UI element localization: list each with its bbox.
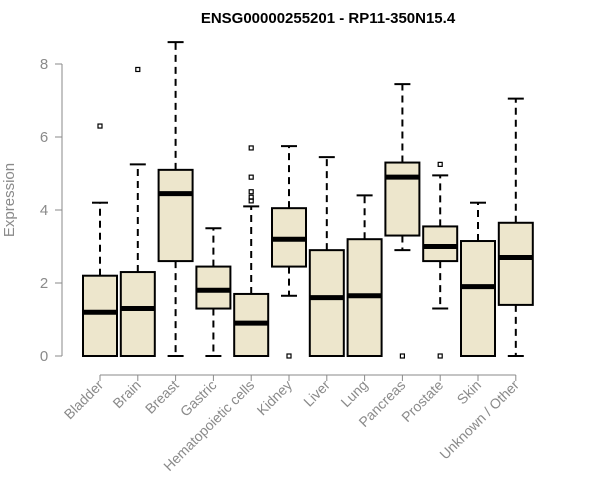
- x-tick-label: Skin: [454, 377, 485, 408]
- x-tick-label: Kidney: [254, 377, 296, 419]
- box-iqr: [195, 265, 232, 310]
- box-group: [119, 66, 156, 357]
- box-iqr: [384, 161, 421, 237]
- box-iqr: [460, 240, 496, 357]
- outlier-point: [248, 174, 254, 180]
- y-tick-label: 4: [40, 202, 48, 219]
- x-tick-label: Liver: [300, 377, 333, 410]
- box-iqr: [308, 249, 345, 357]
- box-group: [157, 41, 194, 357]
- box-iqr: [422, 225, 459, 263]
- box-group: [460, 201, 496, 357]
- box-group: [233, 145, 270, 358]
- y-tick-label: 2: [40, 275, 48, 292]
- outlier-point: [135, 66, 141, 73]
- box-group: [271, 145, 307, 359]
- y-axis-label: Expression: [1, 163, 18, 237]
- outlier-point: [97, 123, 103, 129]
- outlier-point: [286, 353, 292, 359]
- y-tick-label: 6: [40, 129, 48, 146]
- outlier-point: [248, 194, 254, 200]
- x-tick-label: Bladder: [61, 377, 107, 423]
- box-iqr: [119, 271, 156, 357]
- chart-title: ENSG00000255201 - RP11-350N15.4: [201, 10, 456, 27]
- box-iqr: [497, 221, 534, 306]
- box-group: [384, 83, 421, 359]
- y-tick-label: 0: [40, 348, 48, 365]
- outlier-point: [248, 145, 254, 151]
- boxes: [82, 41, 534, 359]
- box-group: [195, 227, 232, 357]
- x-tick-label: Lung: [337, 377, 370, 410]
- outlier-point: [399, 353, 405, 359]
- x-tick-label: Brain: [109, 377, 143, 411]
- box-group: [346, 194, 383, 357]
- box-group: [82, 123, 118, 358]
- x-tick-label: Prostate: [398, 377, 446, 425]
- box-group: [497, 97, 534, 357]
- box-iqr: [82, 274, 118, 358]
- box-iqr: [157, 168, 194, 263]
- x-tick-label: Breast: [142, 377, 182, 417]
- y-tick-label: 8: [40, 56, 48, 73]
- outlier-point: [437, 161, 443, 167]
- outlier-point: [248, 189, 254, 195]
- outlier-point: [437, 353, 443, 359]
- box-group: [308, 156, 345, 357]
- box-group: [422, 161, 459, 359]
